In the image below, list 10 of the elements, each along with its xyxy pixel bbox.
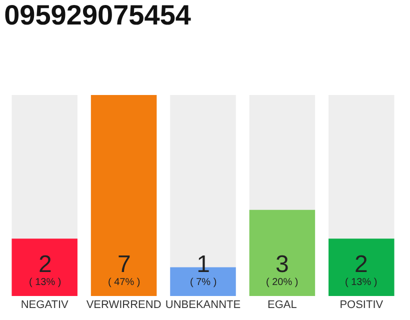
x-tick-label: POSITIV: [340, 299, 384, 311]
data-label: 2 ( 13% ): [345, 251, 378, 288]
x-tick-label: VERWIRREND: [86, 299, 162, 311]
data-label: 7 ( 47% ): [108, 251, 140, 288]
x-tick-label: EGAL: [268, 299, 297, 311]
data-label: 3 ( 20% ): [266, 251, 298, 288]
x-tick-label: UNBEKANNTE: [165, 299, 241, 311]
data-label: 2 ( 13% ): [29, 251, 62, 288]
x-tick-label: NEGATIV: [20, 299, 69, 311]
chart-title: 095929075454: [4, 0, 192, 30]
